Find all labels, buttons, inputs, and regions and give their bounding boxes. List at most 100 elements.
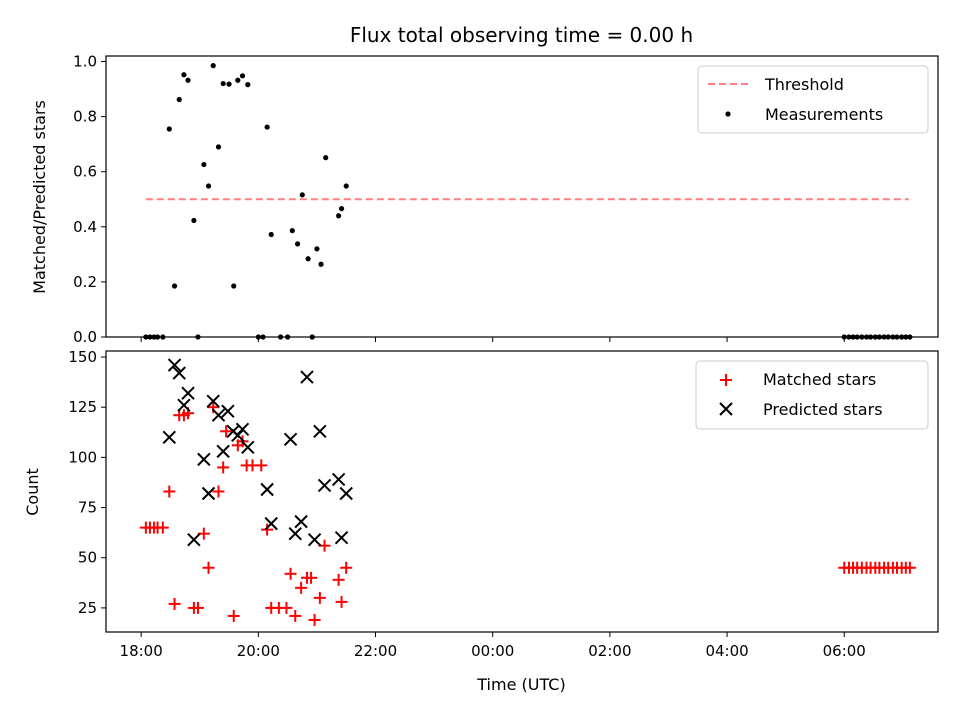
count-y-ticks: 25 50 75 100 125 150 (68, 348, 106, 617)
y-tick-label: 0.0 (73, 328, 97, 346)
ratio-y-ticks: 0.0 0.2 0.4 0.6 0.8 1.0 (73, 53, 106, 346)
predicted-stars-point (283, 432, 298, 447)
measurements-point (299, 192, 305, 198)
count-plot-area (139, 358, 916, 626)
ratio-legend-box (697, 65, 929, 134)
measurements-point (294, 241, 301, 247)
y-tick-label: 0.4 (73, 218, 97, 236)
count-x-axis-label: Time (UTC) (476, 675, 565, 694)
matched-stars-point (289, 609, 302, 622)
matched-stars-point (308, 613, 321, 626)
count-panel: 25 50 75 100 125 150 18:00 20:00 22:00 00:00 02:0… (23, 348, 939, 694)
ratio-y-axis-label: Matched/Predicted stars (30, 100, 49, 294)
predicted-stars-point (260, 482, 274, 497)
threshold-legend-label: Threshold (764, 75, 844, 94)
predicted-stars-point (317, 478, 332, 493)
measurements-point (338, 206, 345, 212)
predicted-stars-point (331, 472, 346, 487)
measurements-point (185, 77, 191, 83)
measurements-point (289, 228, 295, 234)
matched-legend-label: Matched stars (763, 370, 876, 389)
predicted-stars-point (264, 516, 278, 531)
matched-stars-point (207, 401, 220, 414)
predicted-stars-point (221, 404, 235, 418)
measurements-point (201, 161, 207, 168)
measurements-point (226, 81, 232, 87)
matched-stars-point (212, 485, 225, 498)
predicted-stars-point (172, 366, 186, 380)
matched-stars-point (220, 425, 233, 438)
y-tick-label: 0.8 (73, 108, 97, 126)
predicted-stars-point (216, 444, 230, 459)
measurements-point (305, 256, 311, 262)
predicted-stars-point (313, 424, 327, 438)
measurements-point (171, 283, 178, 289)
y-tick-label: 0.6 (73, 163, 97, 181)
matched-stars-point (332, 573, 345, 586)
predicted-stars-point (307, 532, 322, 547)
x-tick-label: 06:00 (823, 642, 866, 660)
measurements-point (314, 246, 320, 252)
predicted-legend-label: Predicted stars (763, 400, 883, 419)
ratio-x-ticks (140, 337, 845, 342)
predicted-stars-point (334, 530, 349, 545)
matched-stars-point (227, 609, 240, 622)
matched-stars-point (255, 459, 268, 472)
matched-stars-point (340, 561, 353, 574)
predicted-stars-point (167, 358, 182, 372)
matched-stars-point (202, 561, 215, 574)
matched-stars-point (903, 561, 916, 574)
measurements-point (235, 77, 241, 83)
count-plot-frame (105, 350, 939, 633)
y-tick-label: 25 (78, 599, 97, 617)
predicted-stars-point (206, 394, 220, 408)
measurements-point (318, 261, 324, 267)
measurements-point (239, 73, 246, 79)
measurements-point (323, 155, 329, 161)
predicted-stars-point (181, 386, 195, 400)
count-x-ticks: 18:00 20:00 22:00 00:00 02:00 04:00 06:00 (120, 632, 866, 660)
matched-stars-point (335, 595, 348, 608)
matched-stars-point (261, 523, 274, 536)
matched-stars-point (156, 521, 169, 534)
matched-stars-point (295, 581, 308, 594)
count-legend: Matched stars Predicted stars (695, 360, 929, 430)
measurements-legend-marker (725, 111, 731, 117)
measurements-point (191, 217, 197, 224)
count-y-axis-label: Count (23, 468, 42, 516)
predicted-stars-point (177, 398, 191, 412)
predicted-stars-point (300, 370, 314, 384)
x-tick-label: 18:00 (120, 642, 163, 660)
measurements-point (176, 96, 182, 103)
predicted-stars-point (162, 430, 176, 445)
matched-stars-point (280, 601, 293, 614)
measurements-point (166, 126, 172, 132)
predicted-legend-marker (719, 402, 733, 416)
predicted-stars-point (211, 408, 226, 422)
measurements-point (181, 72, 187, 78)
matched-stars-point (313, 591, 326, 604)
measurements-point (245, 82, 251, 88)
predicted-stars-point (241, 440, 255, 455)
matched-stars-point (217, 461, 230, 474)
y-tick-label: 75 (78, 499, 97, 517)
y-tick-label: 50 (78, 549, 97, 567)
measurements-point (336, 213, 342, 219)
ratio-legend: Threshold Measurements (697, 65, 929, 134)
ratio-panel: 0.0 0.2 0.4 0.6 0.8 1.0 Matched/Predicted sta… (30, 53, 939, 346)
matched-stars-point (284, 567, 297, 580)
measurements-point (220, 80, 226, 87)
y-tick-label: 125 (68, 398, 97, 416)
x-tick-label: 02:00 (588, 642, 631, 660)
measurements-point (264, 124, 270, 130)
matched-stars-point (168, 597, 181, 610)
predicted-stars-point (197, 452, 211, 467)
measurements-point (205, 183, 212, 189)
y-tick-label: 100 (68, 448, 97, 466)
predicted-stars-point (288, 526, 302, 541)
chart-title: Flux total observing time = 0.00 h (350, 23, 693, 47)
measurements-point (215, 144, 222, 150)
predicted-stars-point (201, 486, 216, 501)
measurements-point (343, 183, 349, 189)
matched-stars-point (163, 485, 176, 498)
